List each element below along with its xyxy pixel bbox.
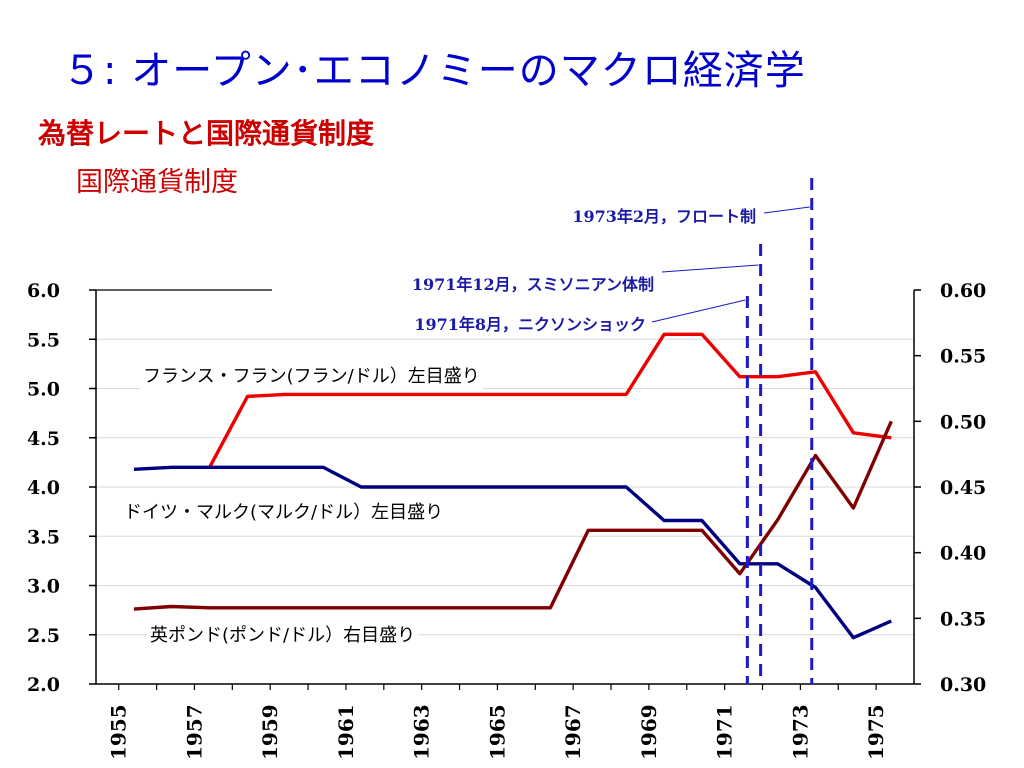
series-label-background bbox=[147, 623, 419, 648]
x-tick-label: 1955 bbox=[107, 704, 131, 760]
series-label-background bbox=[140, 364, 483, 389]
y-tick-label-left: 2.5 bbox=[27, 625, 60, 647]
x-tick-label: 1969 bbox=[637, 704, 661, 760]
series-label: ドイツ・マルク(マルク/ドル）左目盛り bbox=[124, 502, 443, 523]
series-label: フランス・フラン(フラン/ドル）左目盛り bbox=[143, 366, 480, 387]
event-leader-line bbox=[763, 206, 810, 214]
y-tick-label-left: 4.0 bbox=[27, 477, 60, 499]
series-label-background bbox=[121, 500, 447, 525]
slide-title: ５: オープン･エコノミーのマクロ経済学 bbox=[62, 48, 806, 94]
y-tick-label-right: 0.35 bbox=[940, 608, 986, 630]
y-tick-label-left: 6.0 bbox=[27, 280, 60, 302]
y-tick-label-right: 0.55 bbox=[940, 346, 986, 368]
x-tick-label: 1975 bbox=[864, 704, 888, 760]
series-line bbox=[133, 465, 892, 640]
x-tick-label: 1957 bbox=[182, 704, 206, 760]
slide-subtitle: 為替レートと国際通貨制度 bbox=[38, 117, 375, 150]
y-tick-label-left: 5.5 bbox=[27, 329, 60, 351]
event-label: 1973年2月，フロート制 bbox=[572, 207, 756, 226]
event-leader-line bbox=[661, 264, 759, 273]
x-tick-label: 1963 bbox=[410, 704, 434, 760]
series-line bbox=[208, 332, 892, 469]
y-tick-label-right: 0.30 bbox=[940, 674, 986, 696]
x-tick-label: 1959 bbox=[258, 704, 282, 760]
x-tick-label: 1967 bbox=[561, 704, 585, 760]
series-line bbox=[133, 420, 893, 611]
y-tick-label-right: 0.60 bbox=[940, 280, 986, 302]
y-tick-label-right: 0.40 bbox=[940, 543, 986, 565]
x-tick-label: 1973 bbox=[788, 704, 812, 760]
event-label: 1971年8月，ニクソンショック bbox=[414, 315, 646, 334]
y-tick-label-left: 3.0 bbox=[27, 576, 60, 598]
event-leader-line bbox=[651, 299, 746, 323]
x-tick-label: 1965 bbox=[485, 704, 509, 760]
y-tick-label-left: 3.5 bbox=[27, 526, 60, 548]
y-tick-label-left: 2.0 bbox=[27, 674, 60, 696]
y-tick-label-left: 5.0 bbox=[27, 379, 60, 401]
series-label: 英ポンド(ポンド/ドル）右目盛り bbox=[150, 625, 415, 646]
x-tick-label: 1971 bbox=[713, 704, 737, 760]
event-label: 1971年12月，スミソニアン体制 bbox=[412, 275, 654, 294]
y-tick-label-right: 0.50 bbox=[940, 411, 986, 433]
x-tick-label: 1961 bbox=[334, 704, 358, 760]
section-heading: 国際通貨制度 bbox=[76, 167, 238, 198]
y-tick-label-right: 0.45 bbox=[940, 477, 986, 499]
y-tick-label-left: 4.5 bbox=[27, 428, 60, 450]
